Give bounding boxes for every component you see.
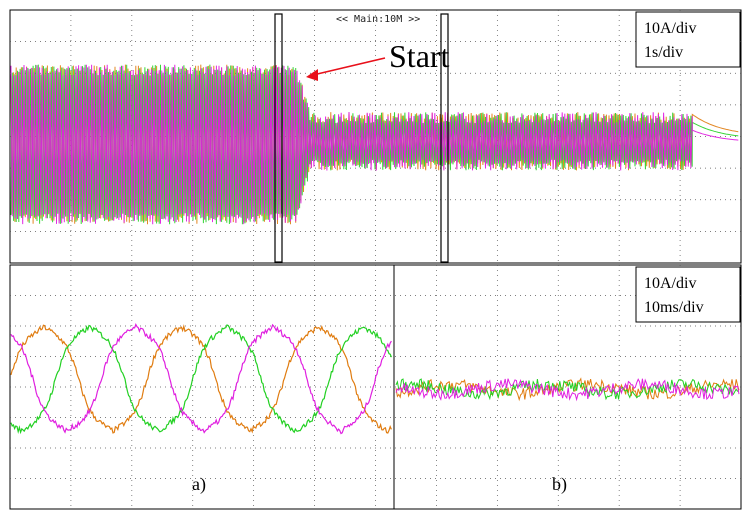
caption-b: b) xyxy=(552,474,567,495)
top-panel: << Main:10M >> 10A/div 1s/div Start xyxy=(9,9,742,264)
start-annotation: Start xyxy=(389,38,450,74)
memory-label: << Main:10M >> xyxy=(336,14,420,25)
bottom-left-trace-line xyxy=(10,323,392,435)
bottom-left-trace-line xyxy=(10,324,392,435)
bottom-left-trace-line xyxy=(10,324,392,434)
top-scale-amps: 10A/div xyxy=(644,20,696,37)
caption-a: a) xyxy=(192,474,206,495)
top-scale-time: 1s/div xyxy=(644,44,683,61)
bottom-scale-box: 10A/div 10ms/div xyxy=(635,266,741,323)
bottom-panel: 10A/div 10ms/div a) b) xyxy=(9,264,742,510)
zoom-window-left xyxy=(274,13,283,263)
bottom-left-traces xyxy=(10,323,392,435)
zoom-window-right xyxy=(440,13,449,263)
bottom-right-trace-line xyxy=(395,378,740,402)
top-traces xyxy=(10,64,739,225)
bottom-scale-time: 10ms/div xyxy=(644,299,704,316)
bottom-right-traces xyxy=(395,377,740,402)
start-arrowhead xyxy=(306,69,318,81)
start-arrow xyxy=(312,57,386,76)
bottom-scale-amps: 10A/div xyxy=(644,275,696,292)
top-trace-line xyxy=(10,64,739,225)
top-scale-box: 10A/div 1s/div xyxy=(635,11,741,68)
